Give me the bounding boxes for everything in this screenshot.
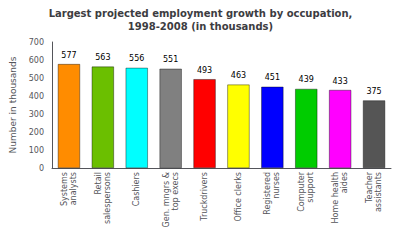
svg-text:Teacher: Teacher	[365, 171, 374, 204]
svg-text:nurses: nurses	[272, 172, 281, 199]
svg-text:Home health: Home health	[331, 172, 340, 224]
svg-text:700: 700	[29, 38, 44, 47]
svg-text:1998-2008 (in thousands): 1998-2008 (in thousands)	[128, 21, 273, 32]
svg-text:500: 500	[29, 74, 44, 83]
svg-text:salespersons: salespersons	[103, 172, 112, 224]
svg-text:Gen. mngrs &: Gen. mngrs &	[162, 172, 171, 227]
svg-text:577: 577	[61, 51, 76, 60]
svg-text:463: 463	[231, 71, 246, 80]
svg-text:551: 551	[163, 55, 178, 64]
svg-text:375: 375	[366, 87, 381, 96]
svg-text:Computer: Computer	[297, 171, 306, 211]
svg-text:100: 100	[29, 146, 44, 155]
svg-text:300: 300	[29, 110, 44, 119]
svg-text:563: 563	[95, 53, 110, 62]
svg-text:451: 451	[265, 73, 280, 82]
svg-text:Number in thousands: Number in thousands	[8, 56, 18, 153]
svg-text:600: 600	[29, 56, 44, 65]
svg-text:Office clerks: Office clerks	[234, 172, 243, 222]
svg-text:Largest projected employment g: Largest projected employment growth by o…	[49, 8, 353, 19]
svg-text:433: 433	[333, 77, 348, 86]
svg-text:556: 556	[129, 54, 144, 63]
svg-text:0: 0	[39, 164, 44, 173]
svg-text:Cashiers: Cashiers	[132, 172, 141, 206]
svg-text:aides: aides	[340, 172, 349, 193]
svg-text:top execs: top execs	[171, 172, 180, 210]
svg-text:Registered: Registered	[263, 172, 272, 215]
svg-text:400: 400	[29, 92, 44, 101]
svg-text:assistants: assistants	[374, 172, 383, 212]
svg-text:439: 439	[299, 75, 314, 84]
svg-text:support: support	[306, 172, 315, 203]
svg-text:493: 493	[197, 66, 212, 75]
svg-text:analysts: analysts	[69, 172, 78, 205]
svg-text:Retail: Retail	[94, 172, 103, 195]
svg-text:200: 200	[29, 128, 44, 137]
svg-text:Systems: Systems	[60, 172, 69, 206]
svg-text:Truckdrivers: Truckdrivers	[200, 172, 209, 222]
